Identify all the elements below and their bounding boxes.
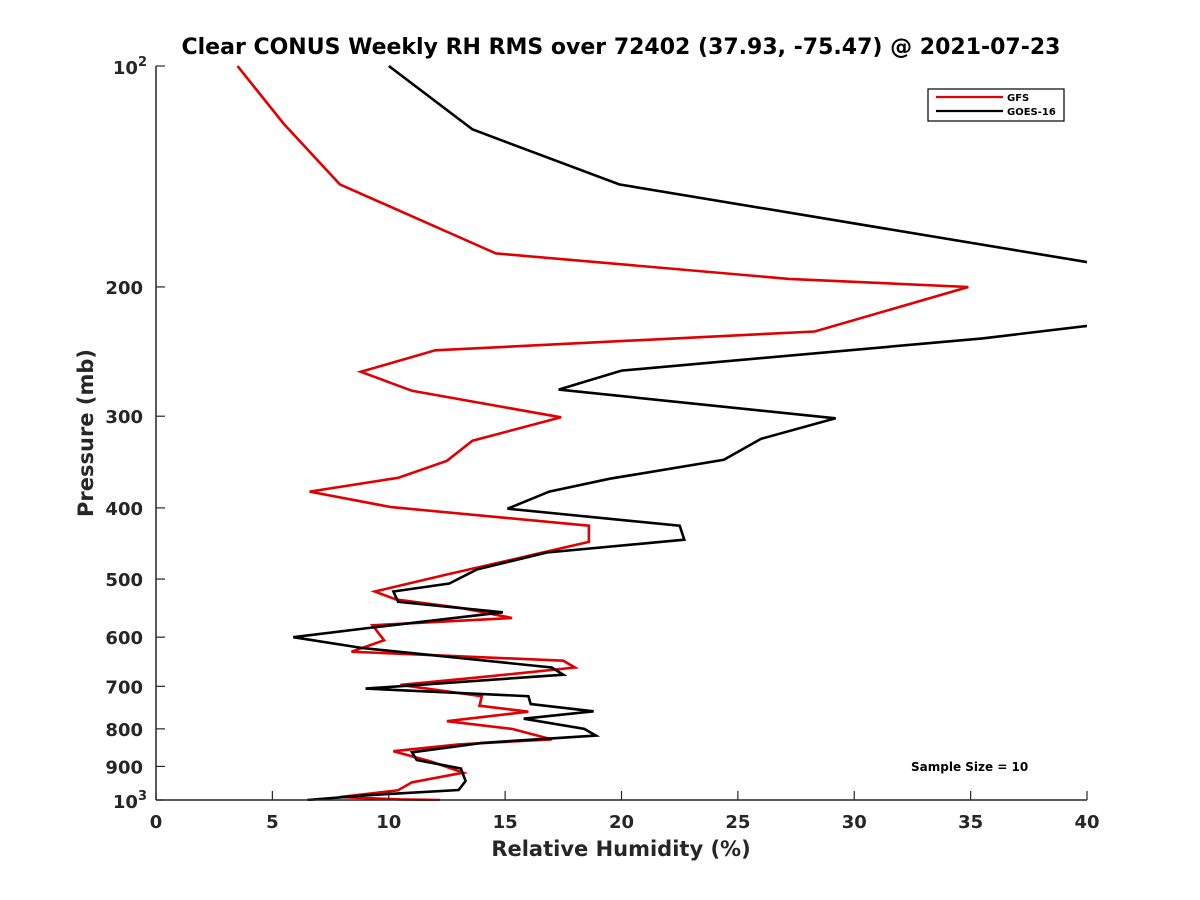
- y-tick-label: 103: [113, 789, 147, 813]
- y-tick-label: 900: [105, 757, 143, 778]
- chart-title: Clear CONUS Weekly RH RMS over 72402 (37…: [182, 35, 1061, 60]
- series-layer: [236, 65, 1087, 801]
- legend-box: [927, 88, 1065, 122]
- legend-label-gfs: GFS: [1007, 93, 1029, 104]
- y-tick-label: 800: [105, 720, 143, 741]
- x-tick-label: 25: [725, 812, 750, 833]
- x-tick-label: 15: [493, 812, 518, 833]
- y-tick-label: 102: [113, 55, 147, 79]
- y-ticks: 102 200 300 400 500 600 700 800 900 103: [105, 55, 165, 813]
- x-tick-label: 10: [376, 812, 401, 833]
- legend-label-goes16: GOES-16: [1007, 107, 1056, 118]
- y-tick-label: 400: [105, 499, 143, 520]
- x-tick-label: 20: [609, 812, 634, 833]
- x-tick-label: 35: [958, 812, 983, 833]
- y-tick-label: 700: [105, 677, 143, 698]
- y-tick-label: 600: [105, 628, 143, 649]
- y-tick-label: 200: [105, 278, 143, 299]
- y-tick-label: 300: [105, 407, 143, 428]
- y-tick-label: 500: [105, 570, 143, 591]
- x-tick-label: 5: [266, 812, 279, 833]
- x-tick-label: 30: [842, 812, 867, 833]
- sample-size-annotation: Sample Size = 10: [911, 760, 1028, 774]
- x-ticks: 0 5 10 15 20 25 30 35 40: [150, 791, 1100, 833]
- x-tick-label: 0: [150, 812, 163, 833]
- series-line-goes16: [293, 65, 1087, 801]
- x-tick-label: 40: [1074, 812, 1099, 833]
- x-axis-label: Relative Humidity (%): [491, 837, 750, 861]
- y-axis-label: Pressure (mb): [74, 349, 98, 517]
- legend: GFS GOES-16: [927, 88, 1065, 122]
